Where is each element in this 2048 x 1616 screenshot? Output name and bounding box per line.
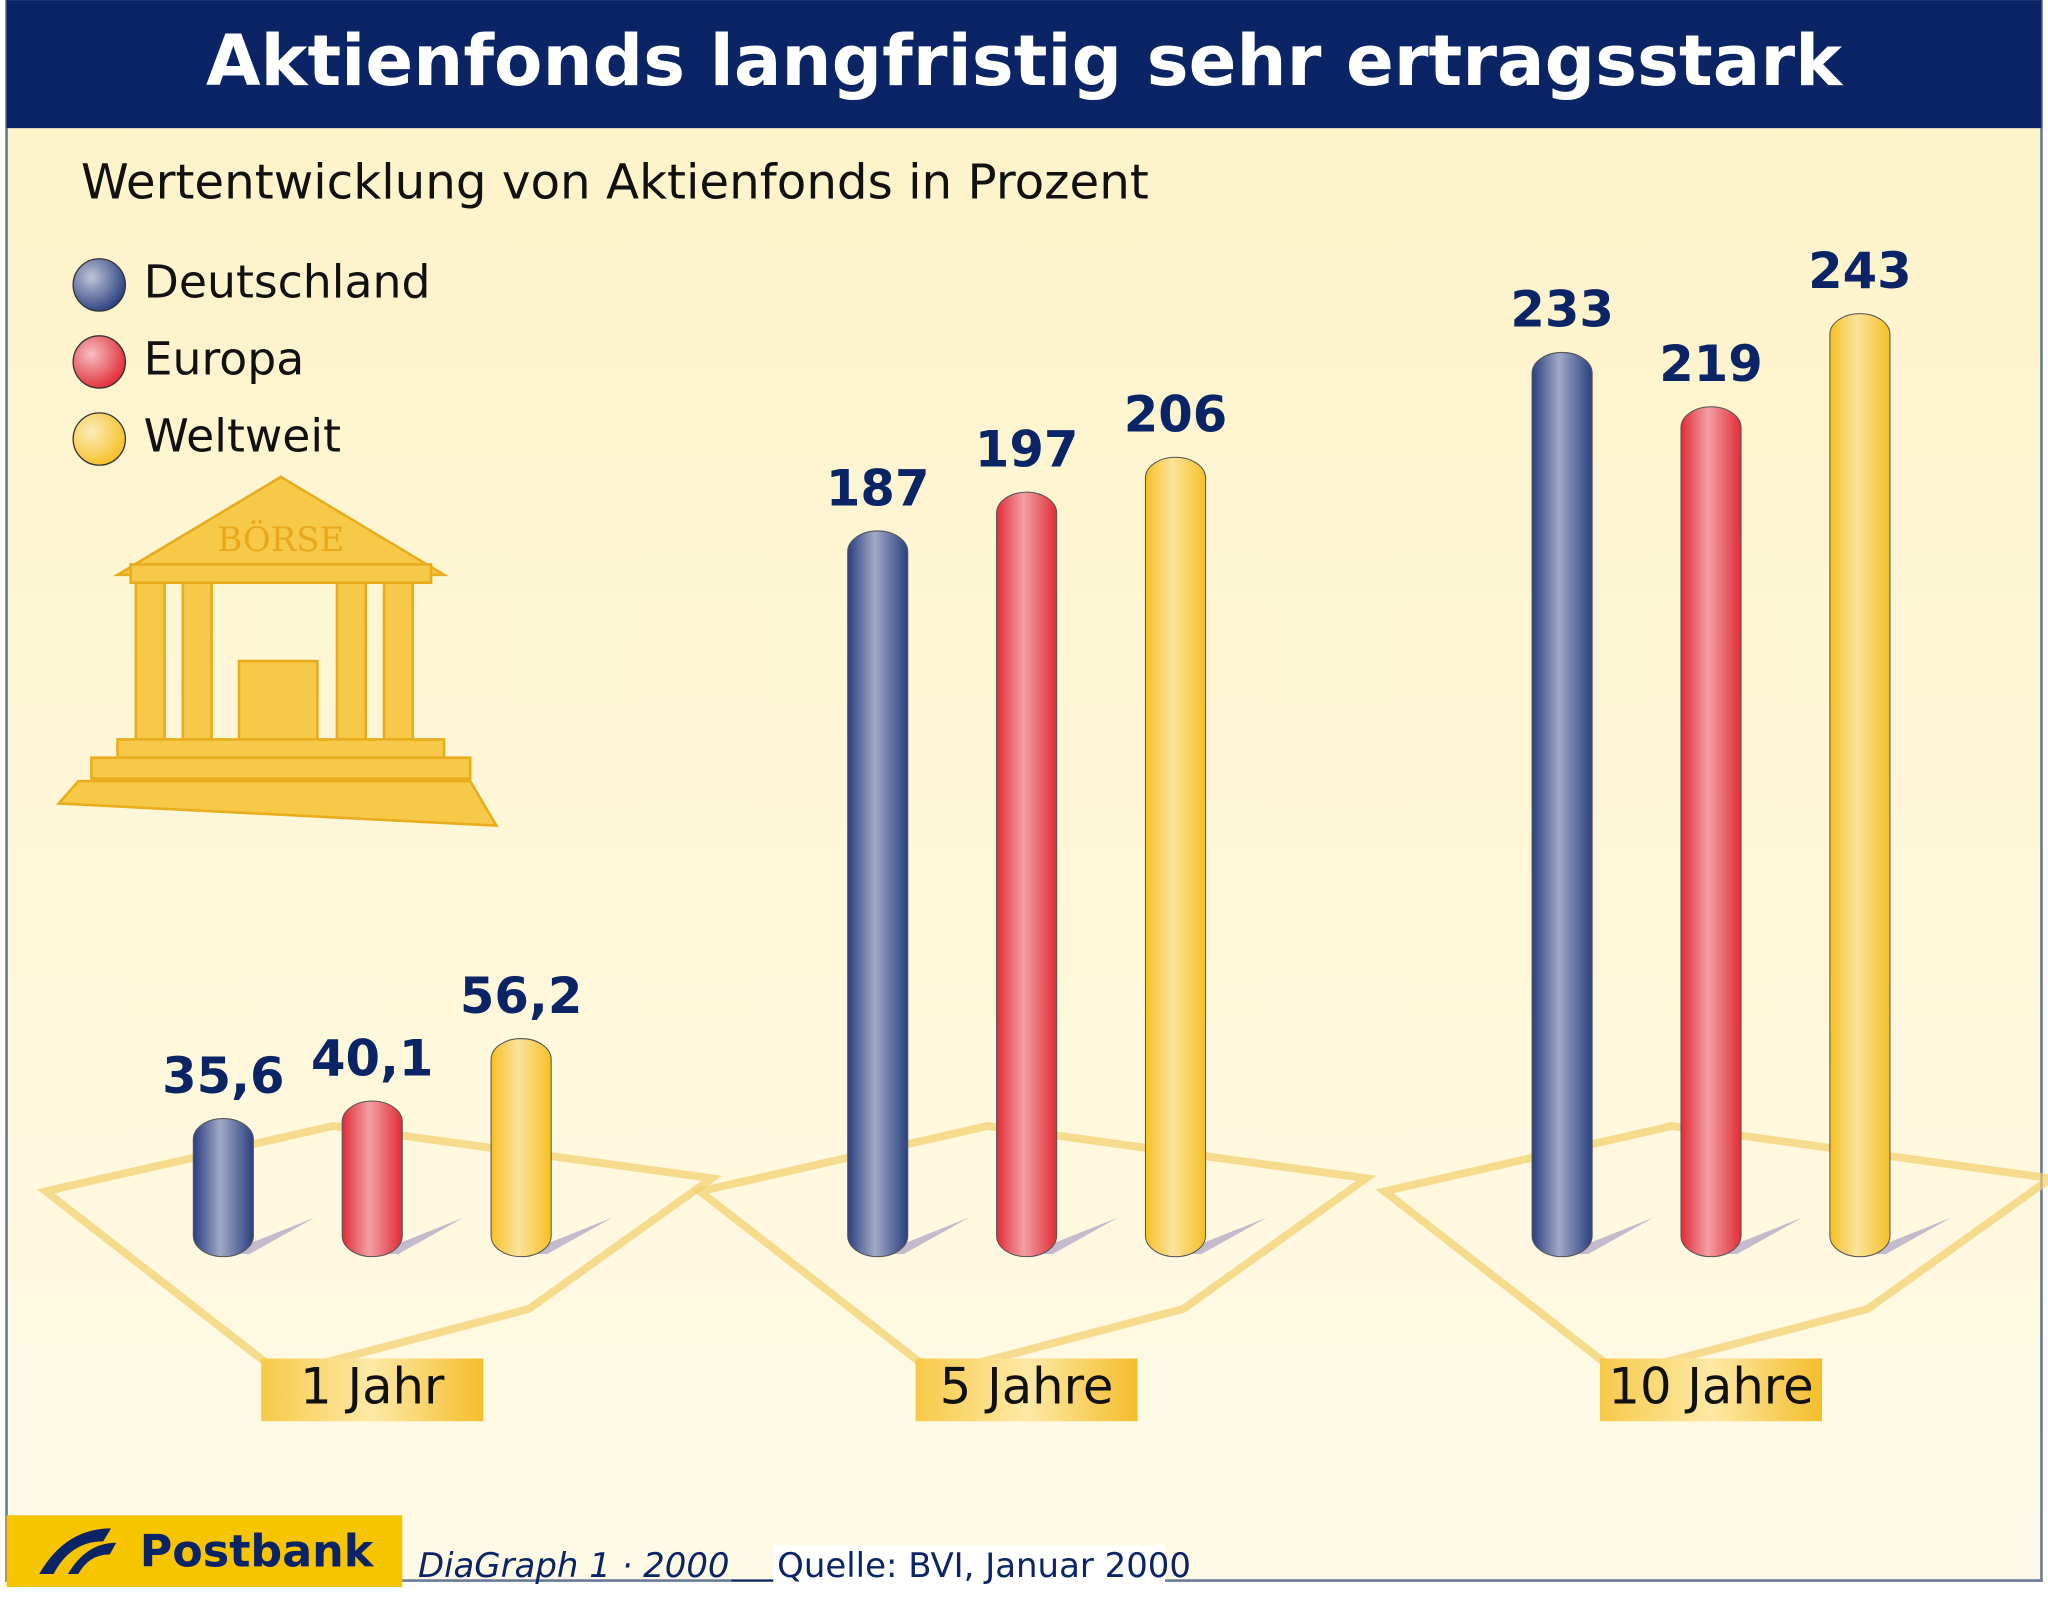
category-box [261,1358,484,1422]
x-tick-label: 10 Jahre [1608,1357,1813,1415]
value-label: 187 [826,459,930,517]
brand-box [6,1515,403,1588]
category-box [915,1358,1138,1422]
category-box [1600,1358,1823,1422]
building [56,475,499,828]
legend-swatch [72,258,127,312]
value-label: 219 [1659,335,1763,393]
source-box [773,1545,1166,1590]
legend-swatch [72,335,127,389]
title-bar [6,0,2042,129]
value-label: 197 [975,420,1079,478]
building-label: BÖRSE [217,519,344,560]
value-label: 233 [1510,281,1614,339]
legend-label: Weltweit [144,410,341,463]
plot: Deutschland Europa Weltweit 35,6 40,1 56,2 1 J… [36,242,2048,1422]
bar [341,1100,403,1258]
bar [1144,456,1207,1258]
bar [490,1038,552,1258]
x-tick-label: 1 Jahr [300,1357,445,1415]
bar [847,530,909,1258]
floor-map [36,1122,723,1379]
floor-map [1375,1122,2048,1379]
value-label: 35,6 [162,1047,284,1105]
bar [192,1117,254,1258]
bar [996,491,1058,1258]
legend-label: Deutschland [144,255,431,308]
chart-title: Aktienfonds langfristig sehr ertragsstar… [206,20,1844,102]
brand-logo [39,1528,117,1575]
bar [1531,351,1593,1258]
chart-subtitle: Wertentwicklung von Aktienfonds in Proze… [81,155,1149,211]
value-label: 56,2 [460,967,582,1025]
value-label: 206 [1124,386,1228,444]
credit: DiaGraph 1 · 2000 [418,1546,730,1586]
value-label: 243 [1808,242,1912,300]
x-tick-label: 5 Jahre [940,1357,1114,1415]
brand: Postbank [140,1526,375,1577]
legend-swatch [72,412,127,466]
legend-label: Europa [144,332,305,385]
source: Quelle: BVI, Januar 2000 [777,1546,1191,1586]
bar [1829,313,1891,1258]
floor-map [691,1122,1377,1379]
bar [1680,406,1742,1258]
value-label: 40,1 [311,1029,433,1087]
